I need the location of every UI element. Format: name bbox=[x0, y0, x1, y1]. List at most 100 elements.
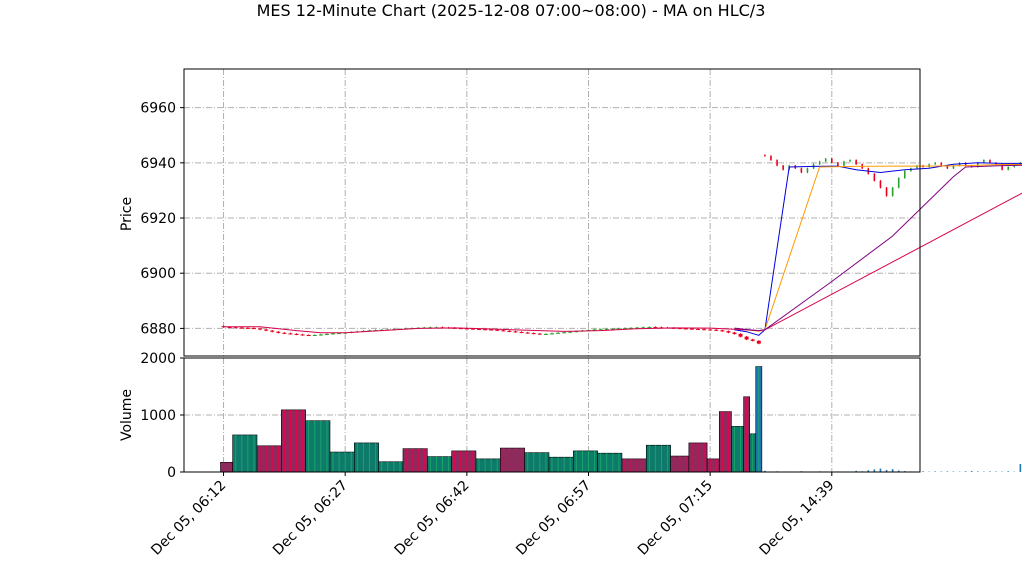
volume-bar bbox=[989, 471, 991, 472]
candle-body bbox=[897, 178, 900, 188]
x-tick-label: Dec 05, 07:15 bbox=[635, 478, 716, 559]
moving-average-line bbox=[223, 192, 1022, 334]
candle-body bbox=[641, 327, 646, 329]
volume-bar bbox=[873, 469, 876, 472]
x-tick-label: Dec 05, 14:39 bbox=[757, 478, 838, 559]
candle-body bbox=[855, 160, 857, 165]
price-axis-label: Price bbox=[119, 197, 135, 231]
candle-body bbox=[562, 332, 567, 334]
volume-bar bbox=[451, 450, 477, 473]
candle-body bbox=[708, 329, 713, 331]
volume-bar bbox=[378, 461, 404, 473]
candle-body bbox=[635, 327, 640, 329]
candle-body bbox=[940, 162, 943, 166]
candle-body bbox=[946, 165, 949, 169]
candle-body bbox=[458, 328, 463, 330]
candle-body bbox=[489, 329, 494, 331]
volume-bar bbox=[891, 469, 894, 472]
x-tick-label: Dec 05, 06:27 bbox=[270, 478, 351, 559]
candle-body bbox=[726, 331, 731, 333]
volume-bar bbox=[1019, 464, 1022, 472]
volume-bar bbox=[855, 470, 857, 472]
moving-average-line bbox=[734, 162, 1022, 336]
candle-body bbox=[233, 327, 238, 329]
candle-body bbox=[689, 328, 694, 330]
candle-body bbox=[629, 327, 634, 329]
chart-title: MES 12-Minute Chart (2025-12-08 07:00~08… bbox=[257, 1, 766, 20]
candle-body bbox=[270, 330, 275, 332]
candle-body bbox=[806, 168, 809, 173]
volume-bar bbox=[220, 462, 233, 473]
candle-body bbox=[251, 328, 256, 330]
candle-body bbox=[227, 327, 232, 329]
volume-bar bbox=[499, 447, 525, 473]
candle-body bbox=[477, 328, 482, 330]
volume-bar bbox=[885, 470, 888, 472]
candle-body bbox=[744, 336, 749, 340]
candle-body bbox=[519, 331, 524, 333]
volume-bar bbox=[354, 442, 379, 473]
candle-body bbox=[470, 328, 475, 330]
volume-bar bbox=[475, 458, 501, 473]
candle-body bbox=[776, 160, 778, 166]
candle-body bbox=[331, 333, 336, 335]
volume-bar bbox=[1007, 471, 1009, 472]
volume-tick-label: 2000 bbox=[140, 351, 176, 367]
volume-bar bbox=[964, 471, 967, 472]
candle-body bbox=[756, 340, 761, 344]
volume-bar bbox=[946, 471, 949, 472]
volume-axis-label: Volume bbox=[119, 389, 135, 441]
candle-body bbox=[264, 329, 269, 331]
candle-body bbox=[592, 329, 597, 331]
volume-tick-label: 0 bbox=[167, 465, 176, 481]
candle-body bbox=[337, 333, 342, 335]
volume-bar bbox=[256, 445, 282, 473]
moving-average-lines bbox=[223, 162, 1022, 336]
candle-body bbox=[732, 332, 737, 334]
candle-body bbox=[770, 155, 772, 161]
price-y-ticks: 6880 6900 6920 6940 6960 bbox=[140, 101, 184, 337]
volume-bar bbox=[402, 448, 428, 473]
volume-bar bbox=[305, 420, 331, 473]
volume-bar bbox=[232, 434, 258, 473]
candle-body bbox=[306, 335, 311, 337]
candle-body bbox=[934, 162, 937, 165]
candle-body bbox=[258, 328, 263, 330]
price-tick-label: 6940 bbox=[140, 156, 176, 172]
candle-body bbox=[464, 328, 469, 330]
candle-body bbox=[916, 165, 918, 169]
price-tick-label: 6880 bbox=[140, 321, 176, 337]
volume-bar bbox=[879, 468, 882, 472]
candle-body bbox=[483, 329, 488, 331]
candle-body bbox=[568, 331, 573, 333]
volume-bar bbox=[970, 471, 973, 472]
candle-body bbox=[318, 334, 323, 336]
candle-body bbox=[891, 187, 894, 196]
x-tick-label: Dec 05, 06:12 bbox=[148, 478, 229, 559]
candle-body bbox=[683, 328, 688, 330]
volume-bar bbox=[427, 456, 452, 473]
candle-body bbox=[300, 334, 305, 336]
candle-body bbox=[531, 333, 536, 335]
volume-bar bbox=[764, 470, 766, 472]
candle-body bbox=[738, 333, 743, 337]
candle-body bbox=[550, 333, 554, 335]
candle-body bbox=[818, 161, 821, 165]
volume-bar bbox=[281, 409, 306, 473]
candle-body bbox=[501, 330, 506, 332]
candle-body bbox=[245, 327, 250, 329]
candle-body bbox=[653, 327, 658, 329]
price-grid bbox=[184, 69, 920, 356]
candle-body bbox=[983, 160, 985, 163]
candle-body bbox=[537, 333, 542, 335]
candle-body bbox=[879, 180, 882, 188]
candle-body bbox=[849, 160, 851, 162]
volume-bars bbox=[220, 366, 1022, 473]
candle-body bbox=[282, 332, 287, 334]
candle-body bbox=[525, 332, 530, 334]
candle-body bbox=[574, 331, 579, 333]
candle-body bbox=[622, 328, 627, 330]
candle-body bbox=[495, 329, 500, 331]
x-tick-label: Dec 05, 06:42 bbox=[392, 478, 473, 559]
